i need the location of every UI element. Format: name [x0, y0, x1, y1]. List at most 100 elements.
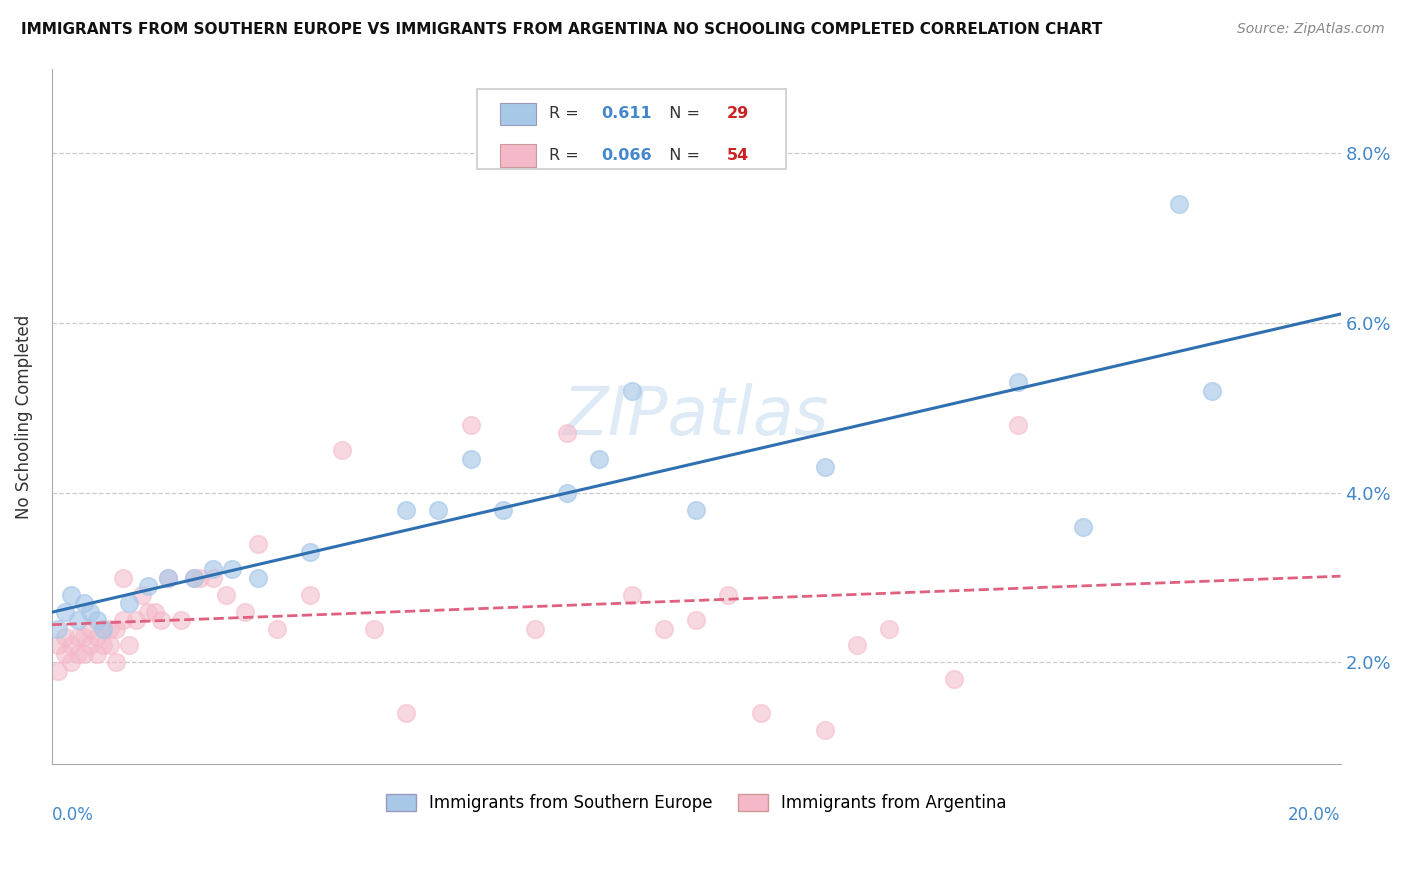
- Text: Source: ZipAtlas.com: Source: ZipAtlas.com: [1237, 22, 1385, 37]
- Point: [879, 622, 901, 636]
- Legend: Immigrants from Southern Europe, Immigrants from Argentina: Immigrants from Southern Europe, Immigra…: [380, 787, 1014, 819]
- Point: [60, 656, 83, 670]
- Point: [156, 571, 179, 585]
- Point: [91, 622, 114, 636]
- Point: [1071, 519, 1094, 533]
- Point: [814, 723, 837, 738]
- Text: N =: N =: [659, 106, 704, 121]
- Point: [73, 630, 96, 644]
- Point: [79, 639, 101, 653]
- Point: [73, 596, 96, 610]
- Point: [91, 622, 114, 636]
- Point: [188, 571, 211, 585]
- Point: [183, 571, 205, 585]
- Point: [91, 639, 114, 653]
- Point: [105, 656, 128, 670]
- Point: [246, 536, 269, 550]
- Point: [814, 460, 837, 475]
- Point: [330, 443, 353, 458]
- Point: [620, 384, 643, 398]
- Y-axis label: No Schooling Completed: No Schooling Completed: [15, 314, 32, 518]
- Point: [86, 630, 108, 644]
- FancyBboxPatch shape: [477, 89, 786, 169]
- Text: 0.0%: 0.0%: [52, 806, 94, 824]
- Point: [60, 588, 83, 602]
- Text: 54: 54: [727, 148, 749, 163]
- Point: [86, 613, 108, 627]
- Point: [118, 639, 141, 653]
- Text: 0.066: 0.066: [600, 148, 651, 163]
- Point: [1007, 417, 1029, 432]
- Point: [717, 588, 740, 602]
- Point: [652, 622, 675, 636]
- Point: [150, 613, 173, 627]
- Point: [98, 622, 121, 636]
- Point: [620, 588, 643, 602]
- Text: IMMIGRANTS FROM SOUTHERN EUROPE VS IMMIGRANTS FROM ARGENTINA NO SCHOOLING COMPLE: IMMIGRANTS FROM SOUTHERN EUROPE VS IMMIG…: [21, 22, 1102, 37]
- Point: [131, 588, 153, 602]
- Point: [1201, 384, 1223, 398]
- Point: [53, 630, 76, 644]
- Point: [201, 562, 224, 576]
- Point: [105, 622, 128, 636]
- Point: [749, 706, 772, 721]
- Text: R =: R =: [550, 148, 583, 163]
- Bar: [501, 145, 536, 167]
- Point: [298, 545, 321, 559]
- Point: [1007, 376, 1029, 390]
- Point: [46, 622, 69, 636]
- Point: [66, 613, 89, 627]
- Point: [53, 647, 76, 661]
- Text: 0.611: 0.611: [600, 106, 651, 121]
- Point: [169, 613, 191, 627]
- Point: [942, 673, 965, 687]
- Text: 29: 29: [727, 106, 749, 121]
- Point: [588, 451, 610, 466]
- Point: [555, 485, 578, 500]
- Point: [183, 571, 205, 585]
- Point: [79, 605, 101, 619]
- Point: [460, 451, 482, 466]
- Point: [138, 605, 160, 619]
- Point: [111, 571, 134, 585]
- Point: [53, 605, 76, 619]
- Point: [524, 622, 547, 636]
- Point: [79, 622, 101, 636]
- Point: [86, 647, 108, 661]
- Point: [46, 639, 69, 653]
- Point: [156, 571, 179, 585]
- Text: ZIPatlas: ZIPatlas: [562, 384, 830, 450]
- Point: [363, 622, 385, 636]
- Point: [395, 502, 418, 516]
- Point: [66, 630, 89, 644]
- Point: [492, 502, 515, 516]
- Text: R =: R =: [550, 106, 583, 121]
- Point: [201, 571, 224, 585]
- Point: [395, 706, 418, 721]
- Point: [460, 417, 482, 432]
- Point: [246, 571, 269, 585]
- Point: [1168, 197, 1191, 211]
- Text: N =: N =: [659, 148, 704, 163]
- Point: [143, 605, 166, 619]
- Point: [60, 639, 83, 653]
- Point: [427, 502, 450, 516]
- Text: 20.0%: 20.0%: [1288, 806, 1340, 824]
- Point: [118, 596, 141, 610]
- Point: [98, 639, 121, 653]
- Point: [124, 613, 146, 627]
- Bar: [501, 103, 536, 125]
- Point: [266, 622, 288, 636]
- Point: [298, 588, 321, 602]
- Point: [233, 605, 256, 619]
- Point: [555, 426, 578, 441]
- Point: [221, 562, 243, 576]
- Point: [215, 588, 238, 602]
- Point: [846, 639, 869, 653]
- Point: [111, 613, 134, 627]
- Point: [138, 579, 160, 593]
- Point: [73, 647, 96, 661]
- Point: [685, 613, 707, 627]
- Point: [66, 647, 89, 661]
- Point: [46, 664, 69, 678]
